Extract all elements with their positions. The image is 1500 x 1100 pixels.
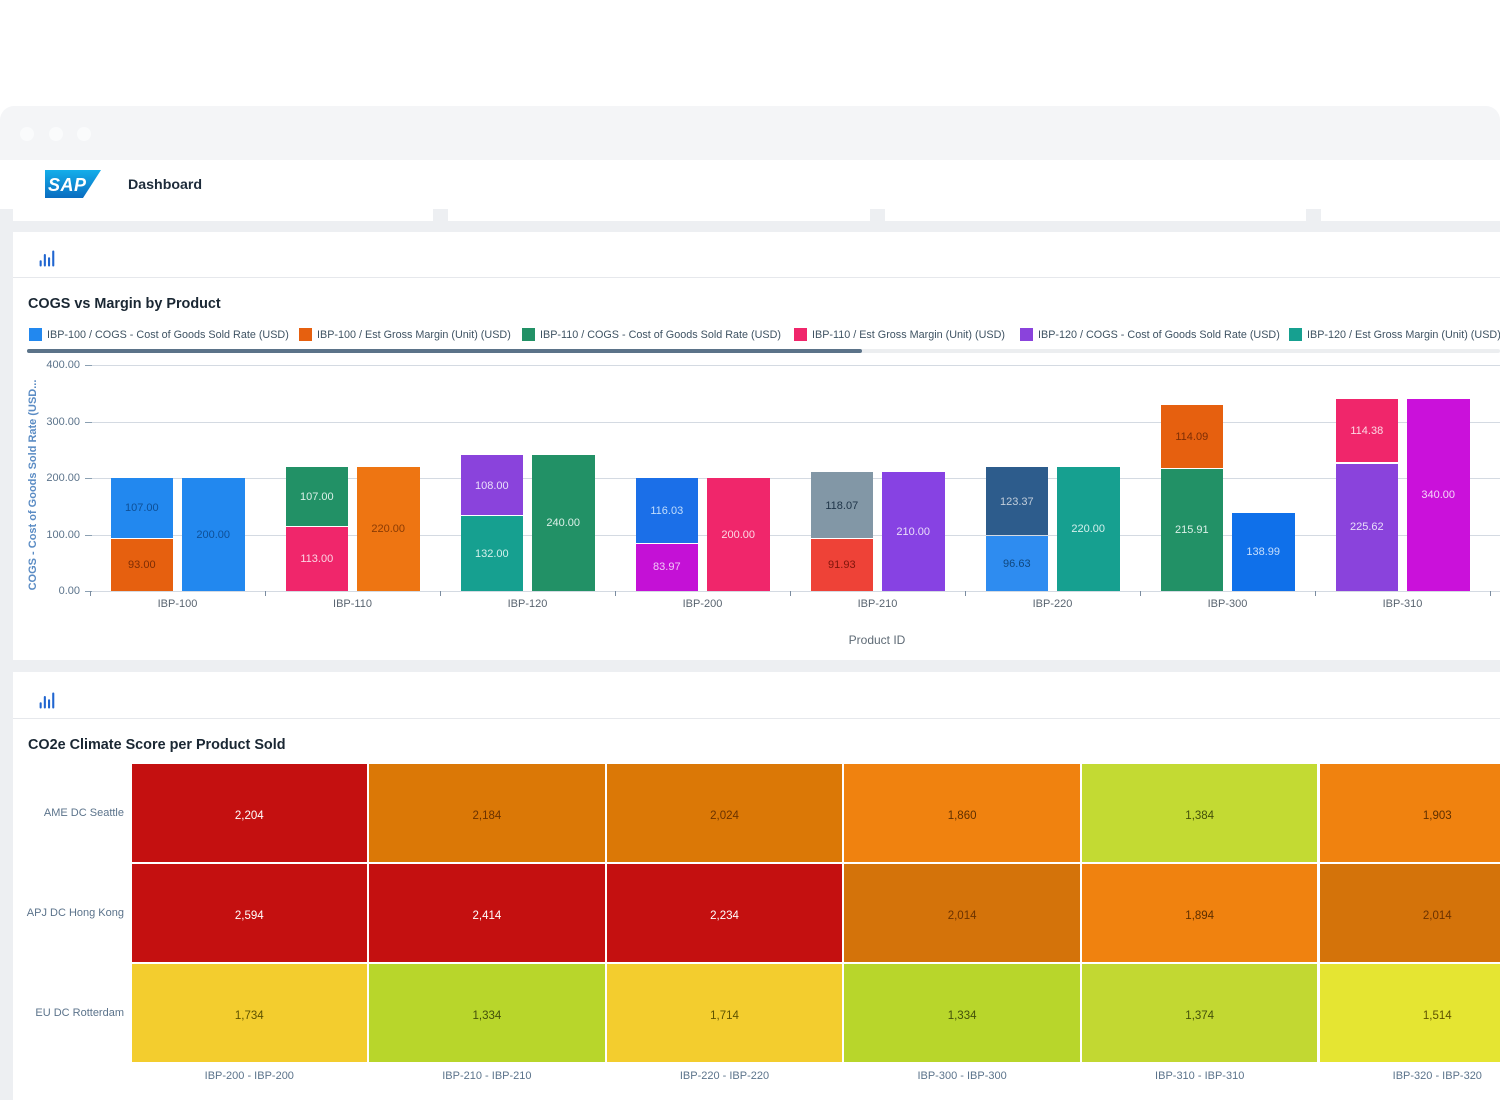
svg-text:SAP: SAP (48, 175, 87, 195)
